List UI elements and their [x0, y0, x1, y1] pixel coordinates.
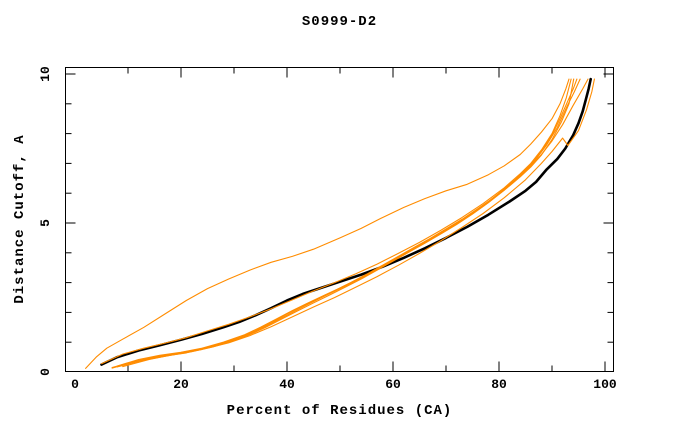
chart-title: S0999-D2: [301, 14, 378, 30]
y-tick-label: 5: [38, 219, 53, 227]
y-tick-label: 0: [38, 368, 53, 376]
x-tick-label: 40: [279, 377, 295, 392]
plot-frame: [65, 67, 614, 372]
x-tick-label: 20: [173, 377, 189, 392]
curve-model-2: [100, 78, 572, 365]
curve-model-1: [85, 78, 570, 369]
y-axis-label: Distance Cutoff, A: [12, 134, 28, 304]
curve-model-5: [116, 78, 589, 368]
y-tick-label: 10: [38, 66, 53, 82]
x-tick-label: 80: [491, 377, 507, 392]
x-tick-label: 0: [71, 377, 79, 392]
curve-model-6: [122, 78, 595, 368]
curve-reference-black: [100, 77, 593, 366]
curve-model-7: [111, 78, 575, 369]
x-tick-label: 60: [385, 377, 401, 392]
curve-model-3: [111, 78, 578, 369]
curve-model-4: [116, 78, 581, 367]
x-axis-label: Percent of Residues (CA): [226, 403, 453, 419]
x-tick-label: 100: [593, 377, 617, 392]
